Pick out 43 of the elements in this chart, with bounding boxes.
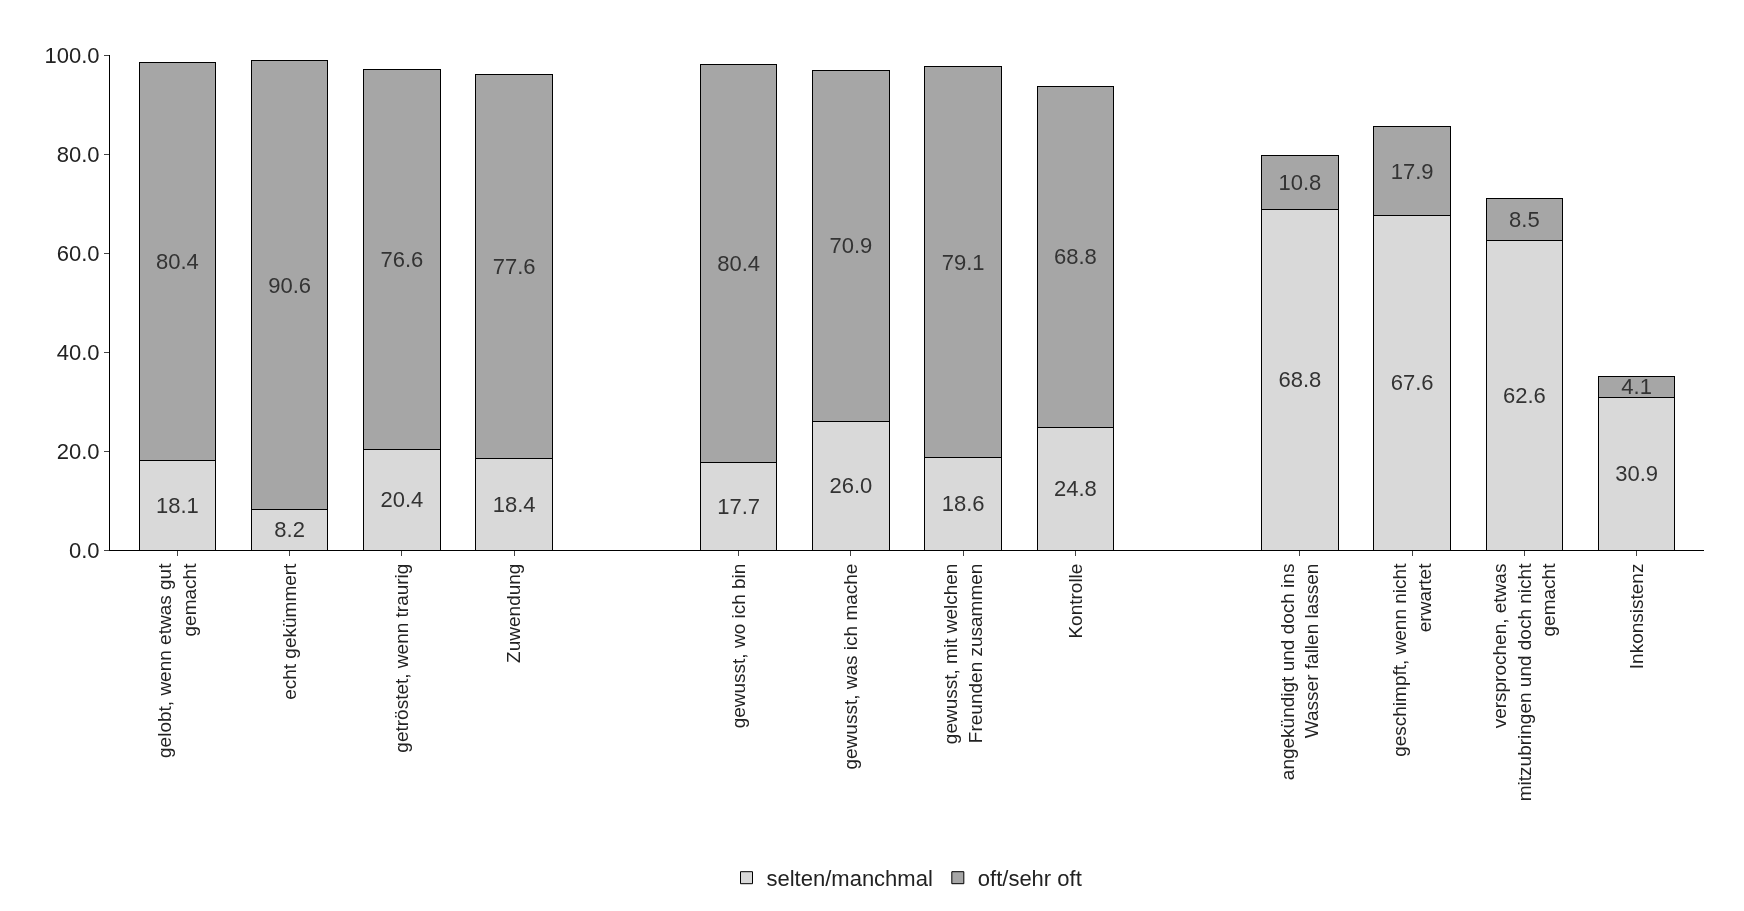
- data-label: 18.6: [941, 491, 985, 517]
- data-label: 70.9: [829, 233, 873, 259]
- x-tick-label: getröstet, wenn traurig: [391, 563, 413, 753]
- data-label: 18.1: [155, 492, 199, 518]
- data-label: 68.8: [1278, 367, 1322, 393]
- data-label: 26.0: [829, 473, 873, 499]
- data-label: 8.5: [1509, 206, 1540, 232]
- data-label: 79.1: [941, 249, 985, 275]
- data-label: 18.4: [492, 491, 536, 517]
- data-label: 20.4: [380, 487, 424, 513]
- data-label: 80.4: [717, 250, 761, 276]
- y-tick-label: 100.0: [44, 42, 100, 68]
- data-label: 68.8: [1053, 244, 1097, 270]
- legend-label: oft/sehr oft: [977, 866, 1082, 892]
- x-tick-label: echt gekümmert: [278, 562, 300, 700]
- data-label: 77.6: [492, 254, 536, 280]
- x-tick-label: gelobt, wenn etwas gut gemacht: [154, 562, 200, 758]
- data-label: 76.6: [380, 246, 424, 272]
- x-tick-label: Kontrolle: [1064, 563, 1086, 639]
- x-tick-label: gewusst, was ich mache: [840, 563, 862, 770]
- x-tick-label: geschimpft, wenn nicht erwartet: [1388, 562, 1435, 757]
- y-tick-label: 60.0: [56, 240, 100, 266]
- x-tick-label: angekündigt und doch ins Wasser fallen lassen: [1276, 563, 1323, 781]
- y-tick-label: 20.0: [56, 438, 100, 464]
- y-tick-label: 0.0: [69, 537, 100, 563]
- x-tick-label: Inkonsistenz: [1625, 563, 1647, 670]
- data-label: 4.1: [1621, 374, 1652, 400]
- x-tick-label: Zuwendung: [503, 563, 525, 663]
- x-tick-label: versprochen, etwas mitzubringen und doch nicht gemacht: [1488, 562, 1560, 802]
- data-label: 17.9: [1390, 158, 1434, 184]
- data-label: 30.9: [1615, 461, 1659, 487]
- data-label: 8.2: [274, 517, 305, 543]
- data-label: 24.8: [1053, 476, 1097, 502]
- data-label: 90.6: [268, 272, 312, 298]
- legend-label: selten/manchmal: [766, 866, 933, 892]
- y-tick-label: 40.0: [56, 339, 100, 365]
- data-label: 17.7: [717, 493, 761, 519]
- data-label: 80.4: [155, 248, 199, 274]
- y-tick-label: 80.0: [56, 141, 100, 167]
- data-label: 10.8: [1278, 170, 1322, 196]
- data-label: 67.6: [1390, 370, 1434, 396]
- data-label: 62.6: [1502, 382, 1546, 408]
- x-tick-label: gewusst, wo ich bin: [727, 563, 749, 729]
